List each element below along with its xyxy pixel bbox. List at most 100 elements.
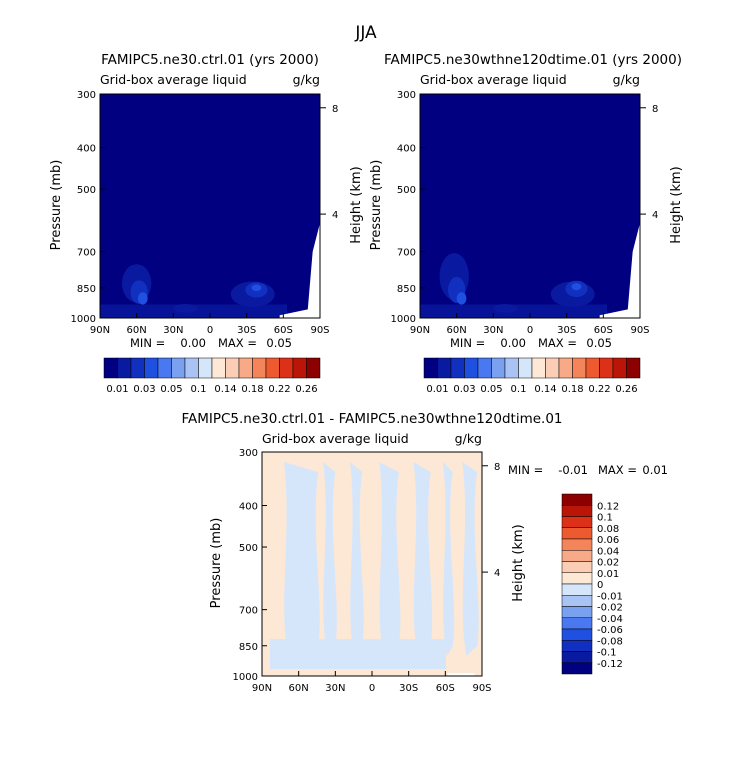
colorbar-swatch	[423, 357, 438, 379]
panel3-title: FAMIPC5.ne30.ctrl.01 - FAMIPC5.ne30wthne…	[181, 411, 562, 427]
colorbar-swatch	[561, 505, 593, 517]
x-tick-label: 60S	[594, 325, 613, 336]
contour-region	[137, 292, 148, 305]
colorbar-swatch	[626, 357, 641, 379]
colorbar-label: 0.03	[133, 384, 155, 395]
colorbar-swatch	[599, 357, 614, 379]
y-tick-label: 300	[397, 90, 416, 101]
colorbar-swatch	[585, 357, 600, 379]
panel2-title: FAMIPC5.ne30wthne120dtime.01 (yrs 2000)	[384, 52, 682, 68]
y-tick-label: 850	[239, 642, 258, 653]
colorbar-swatch	[171, 357, 186, 379]
colorbar-swatch	[561, 595, 593, 607]
y-tick-label: 700	[239, 606, 258, 617]
panel2-plot-area	[420, 94, 640, 318]
x-tick-label: 90N	[90, 325, 110, 336]
contour-region	[442, 462, 455, 656]
contour-region	[462, 462, 479, 656]
colorbar-label: 0.18	[561, 384, 583, 395]
colorbar-label: 0.14	[534, 384, 556, 395]
contour-region	[270, 639, 446, 670]
colorbar-label: -0.12	[597, 659, 623, 670]
colorbar-swatch	[561, 651, 593, 663]
panel3-subtitle: Grid-box average liquid	[262, 431, 409, 446]
colorbar-swatch	[545, 357, 560, 379]
colorbar-label: -0.06	[597, 625, 623, 636]
panel1-ylabel: Pressure (mb)	[49, 160, 64, 251]
contour-region	[456, 292, 467, 305]
panel1-y2label: Height (km)	[349, 166, 364, 243]
panel3-max-value: 0.01	[642, 463, 668, 477]
colorbar-swatch	[531, 357, 546, 379]
colorbar-swatch	[561, 606, 593, 618]
colorbar-swatch	[561, 550, 593, 562]
colorbar-label: 0.22	[588, 384, 610, 395]
colorbar-swatch	[561, 538, 593, 551]
colorbar-swatch	[558, 357, 573, 379]
colorbar-swatch	[117, 357, 132, 379]
y-tick-label: 700	[397, 248, 416, 259]
colorbar-swatch	[211, 357, 226, 379]
contour-region	[323, 462, 337, 656]
colorbar-label: 0.08	[597, 524, 619, 535]
y-tick-label: 500	[77, 185, 96, 196]
colorbar-label: 0	[597, 580, 603, 591]
colorbar-swatch	[265, 357, 280, 379]
panel-difference: FAMIPC5.ne30.ctrl.01 - FAMIPC5.ne30wthne…	[181, 411, 668, 694]
contour-region	[379, 462, 401, 656]
colorbar-swatch	[225, 357, 240, 379]
panel1-units: g/kg	[293, 72, 320, 87]
panel2-ylabel: Pressure (mb)	[369, 160, 384, 251]
panel2-subtitle: Grid-box average liquid	[420, 72, 567, 87]
x-tick-label: 60N	[127, 325, 147, 336]
x-tick-label: 60S	[436, 683, 455, 694]
panel2-min-value: 0.00	[500, 336, 526, 350]
x-tick-label: 90N	[410, 325, 430, 336]
panel2-units: g/kg	[613, 72, 640, 87]
colorbar-swatch	[477, 357, 492, 379]
y2-tick-label: 8	[652, 104, 658, 115]
panel2-max-label: MAX =	[538, 336, 577, 350]
colorbar-swatch	[561, 561, 593, 573]
panel3-colorbar: 0.120.10.080.060.040.020.010-0.01-0.02-0…	[561, 493, 623, 675]
colorbar-swatch	[518, 357, 533, 379]
contour-region	[284, 462, 320, 656]
y-tick-label: 400	[239, 502, 258, 513]
contour-region	[350, 462, 364, 656]
x-tick-label: 0	[207, 325, 213, 336]
colorbar-swatch	[279, 357, 294, 379]
contour-region	[100, 304, 287, 318]
panel2-colorbar: 0.01 0.03 0.05 0.1 0.14 0.18 0.22 0.26	[423, 357, 641, 395]
x-tick-label: 0	[369, 683, 375, 694]
panel1-title: FAMIPC5.ne30.ctrl.01 (yrs 2000)	[101, 52, 319, 68]
colorbar-swatch	[306, 357, 321, 379]
x-tick-label: 60N	[447, 325, 467, 336]
y2-tick-label: 4	[494, 568, 500, 579]
panel3-plot-area	[262, 452, 482, 676]
colorbar-label: 0.14	[214, 384, 236, 395]
x-tick-label: 0	[527, 325, 533, 336]
panel2-y2label: Height (km)	[669, 166, 684, 243]
y-tick-label: 1000	[233, 672, 258, 683]
panel1-plot-area	[100, 94, 320, 318]
panel3-min-label: MIN =	[508, 463, 543, 477]
colorbar-label: 0.01	[597, 569, 619, 580]
colorbar-swatch	[561, 516, 593, 528]
y-tick-label: 1000	[391, 314, 416, 325]
y-tick-label: 700	[77, 248, 96, 259]
colorbar-swatch	[504, 357, 519, 379]
colorbar-swatch	[561, 628, 593, 641]
colorbar-swatch	[198, 357, 213, 379]
y-tick-label: 300	[77, 90, 96, 101]
colorbar-swatch	[157, 357, 172, 379]
colorbar-swatch	[103, 357, 118, 379]
y2-tick-label: 4	[332, 210, 338, 221]
colorbar-label: -0.02	[597, 603, 623, 614]
colorbar-label: 0.26	[295, 384, 317, 395]
y-tick-label: 500	[397, 185, 416, 196]
y2-tick-label: 4	[652, 210, 658, 221]
colorbar-label: 0.01	[426, 384, 448, 395]
y-tick-label: 400	[77, 144, 96, 155]
colorbar-swatch	[561, 640, 593, 652]
